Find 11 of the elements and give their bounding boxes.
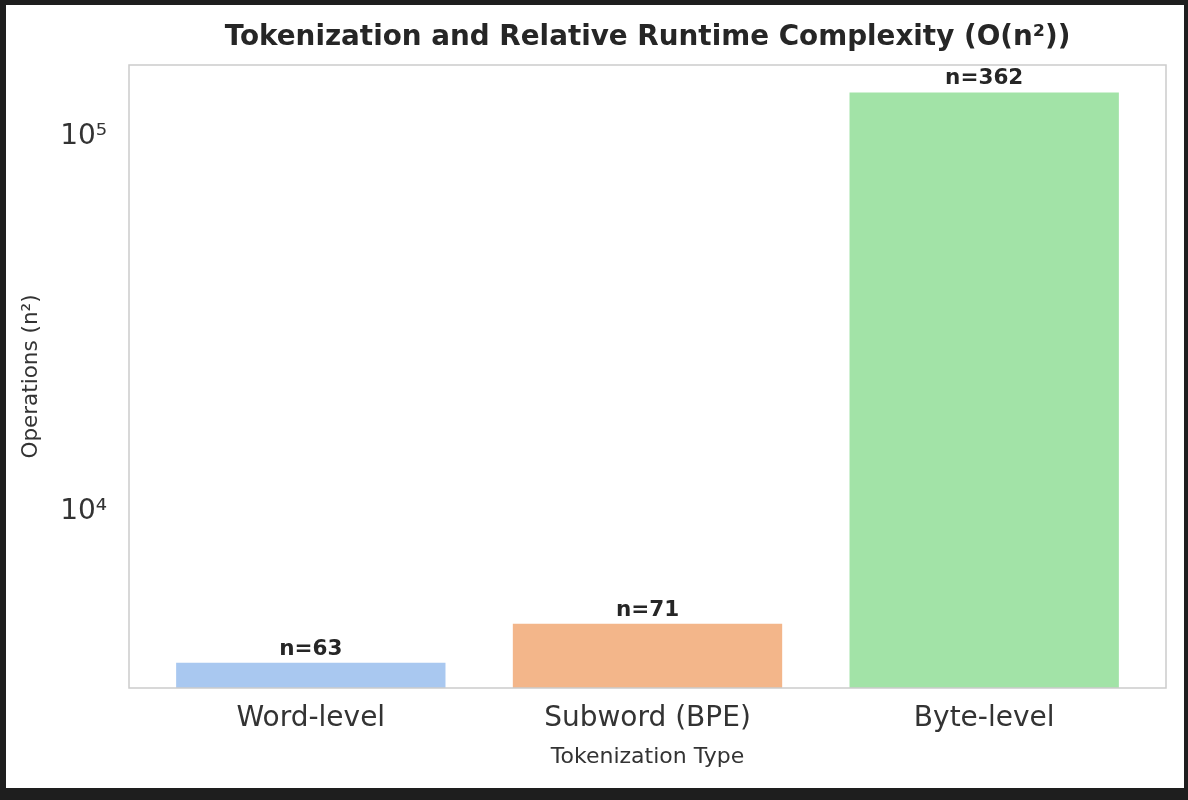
chart-title: Tokenization and Relative Runtime Complexity (O(n²)) bbox=[224, 19, 1071, 53]
x-axis-title: Tokenization Type bbox=[549, 742, 745, 768]
x-tick-label: Subword (BPE) bbox=[544, 700, 751, 734]
y-tick-label: 10⁵ bbox=[60, 117, 107, 151]
y-axis-title: Operations (n²) bbox=[17, 294, 43, 459]
y-tick-label: 10⁴ bbox=[60, 493, 107, 527]
x-tick-label: Word-level bbox=[236, 700, 386, 734]
annotation: n=63 bbox=[279, 634, 343, 660]
annotation: n=362 bbox=[945, 64, 1024, 90]
annotation: n=71 bbox=[615, 595, 680, 621]
x-tick-label: Byte-level bbox=[913, 700, 1055, 734]
